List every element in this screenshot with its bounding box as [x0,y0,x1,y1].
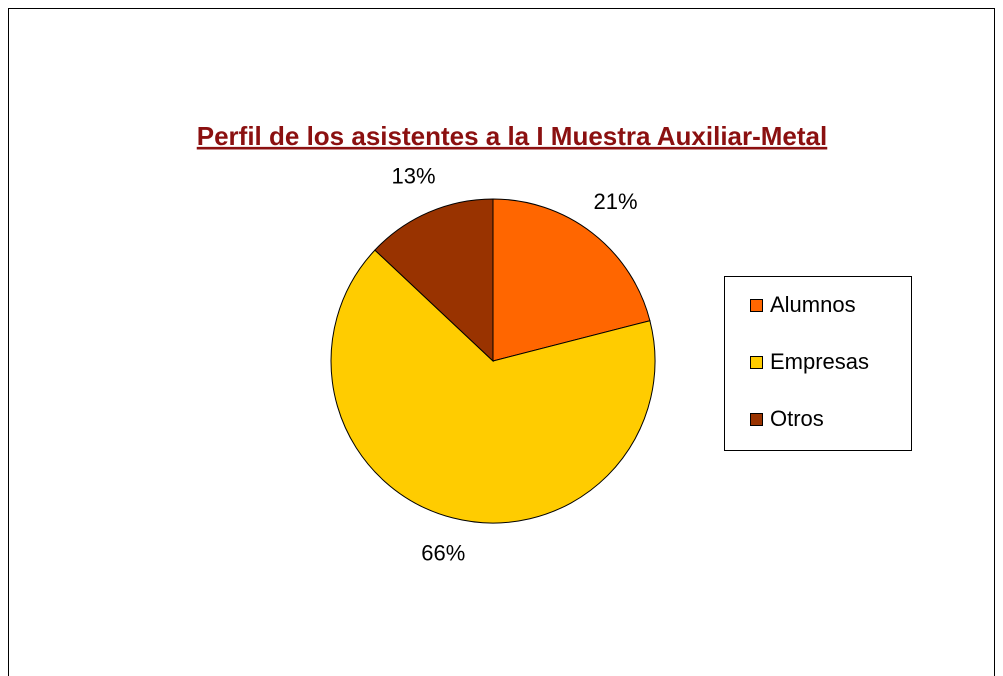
data-label: 13% [392,163,436,188]
data-label: 21% [594,189,638,214]
legend-swatch [750,413,763,426]
legend-swatch [750,299,763,312]
legend-label: Alumnos [770,292,856,317]
pie-slice [330,249,656,524]
chart-title: Perfil de los asistentes a la I Muestra … [197,121,828,151]
legend-label: Otros [770,406,824,431]
data-label: 66% [421,541,465,566]
pie-slice [374,198,494,363]
pie-slice [492,198,651,362]
legend-swatch [750,356,763,369]
legend-label: Empresas [770,349,869,374]
